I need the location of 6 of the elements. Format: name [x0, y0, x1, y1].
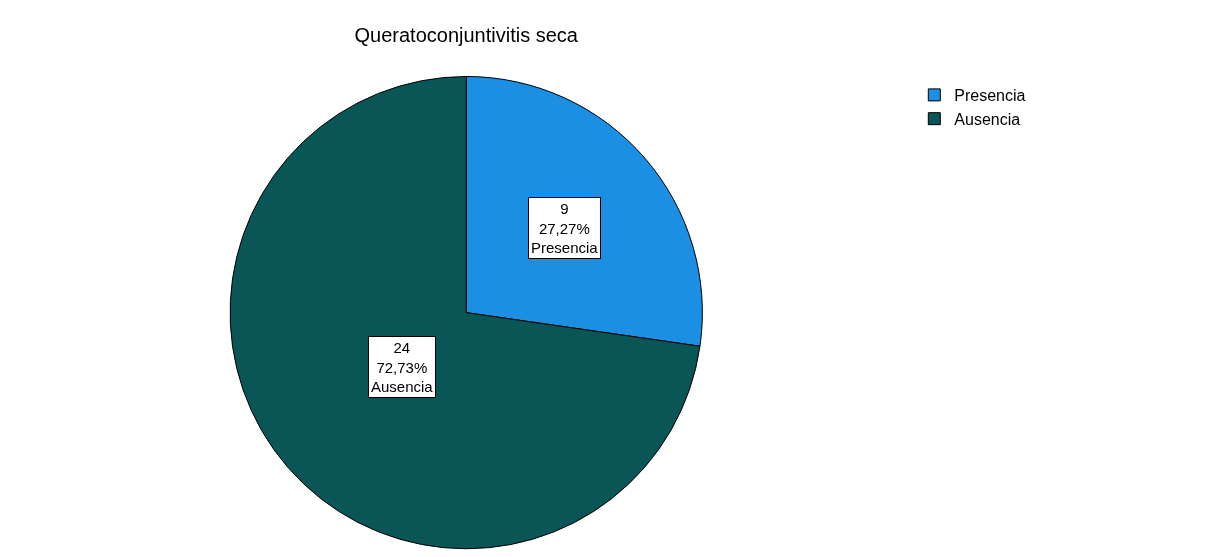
- data-label: 9 27,27% Presencia: [531, 200, 599, 256]
- data-label: 24 72,73% Ausencia: [371, 339, 434, 395]
- chart-title: Queratoconjuntivitis seca: [354, 23, 579, 46]
- legend-label: Presencia: [954, 87, 1026, 105]
- pie-slice: [229, 75, 701, 550]
- legend-label: Ausencia: [954, 110, 1021, 128]
